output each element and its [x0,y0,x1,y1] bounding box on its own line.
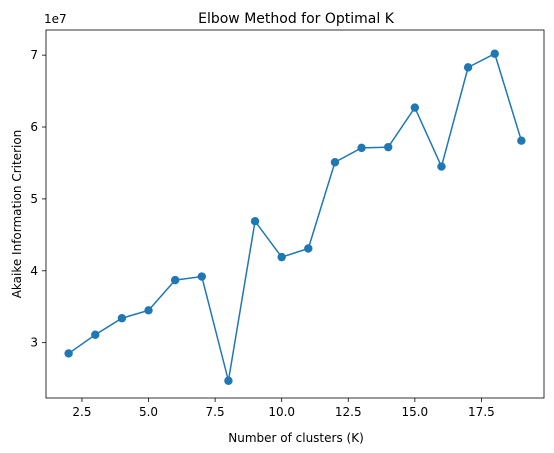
y-offset-label: 1e7 [44,12,67,26]
x-axis: 2.5 5.0 7.5 10.0 12.5 15.0 17.5 [72,398,494,419]
data-point [464,63,472,71]
y-tick-label: 4 [30,264,38,278]
chart-title: Elbow Method for Optimal K [198,11,395,27]
plot-area [46,30,544,398]
x-tick-label: 7.5 [206,405,225,419]
x-tick-label: 10.0 [268,405,295,419]
x-tick-label: 5.0 [139,405,158,419]
data-point [277,253,285,261]
data-point [91,331,99,339]
data-point [64,349,72,357]
data-point [491,50,499,58]
data-point [224,377,232,385]
data-point [171,276,179,284]
y-tick-label: 5 [30,192,38,206]
y-tick-label: 7 [30,48,38,62]
y-tick-label: 3 [30,336,38,350]
data-point [198,272,206,280]
x-axis-label: Number of clusters (K) [228,431,364,445]
data-point [384,143,392,151]
x-tick-label: 2.5 [72,405,91,419]
data-point [437,162,445,170]
data-point [251,217,259,225]
data-point [144,306,152,314]
data-point [517,136,525,144]
data-point [304,244,312,252]
data-point [331,158,339,166]
y-axis: 3 4 5 6 7 [30,48,46,350]
data-point [357,144,365,152]
x-tick-label: 17.5 [468,405,495,419]
data-point [411,103,419,111]
data-point [118,314,126,322]
x-tick-label: 12.5 [335,405,362,419]
y-axis-label: Akaike Information Criterion [10,130,24,299]
x-tick-label: 15.0 [401,405,428,419]
y-tick-label: 6 [30,120,38,134]
